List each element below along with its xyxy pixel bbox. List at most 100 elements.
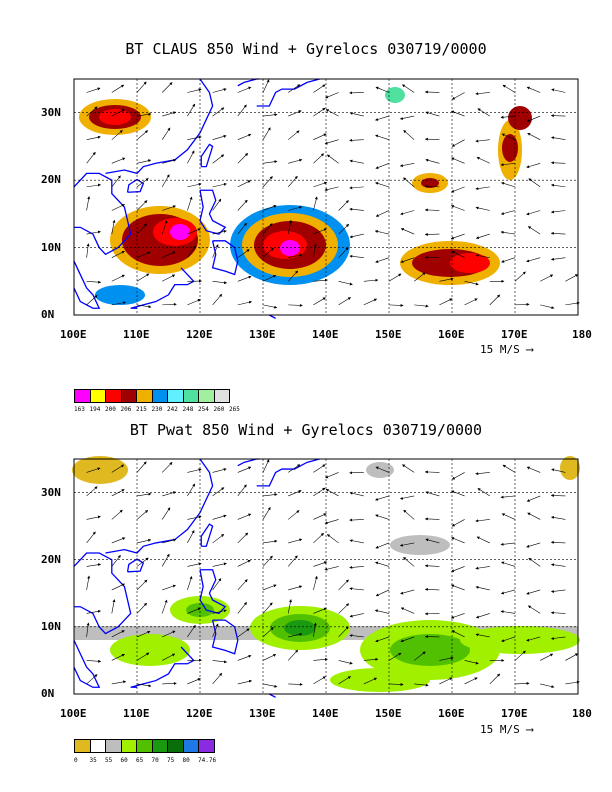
wind-vector — [451, 472, 465, 480]
x-tick-label: 150E — [375, 707, 402, 720]
coastline — [256, 78, 320, 107]
wind-vector — [237, 133, 252, 140]
wind-vector — [475, 206, 490, 211]
wind-vector — [325, 472, 339, 479]
wind-vector — [540, 274, 554, 282]
wind-vector — [325, 489, 339, 497]
wind-vector — [338, 603, 350, 614]
wind-vector — [86, 196, 91, 211]
cloud-top-region — [95, 285, 145, 305]
wind-vector — [187, 562, 202, 567]
coastline — [73, 260, 101, 309]
wind-vector — [262, 127, 271, 140]
coastline — [268, 314, 276, 319]
wind-vector — [338, 676, 351, 685]
wind-vector — [501, 636, 516, 642]
wind-vector — [528, 557, 541, 567]
coastline — [200, 523, 214, 547]
wind-vector — [111, 274, 125, 282]
x-tick-label: 130E — [249, 707, 276, 720]
wind-vector — [212, 230, 227, 235]
wind-vector — [262, 223, 273, 235]
colorbar-swatch — [120, 739, 137, 753]
cloud-top-region — [412, 173, 448, 193]
wind-vector — [86, 87, 101, 93]
wind-vector — [136, 461, 147, 473]
wind-vector — [313, 228, 327, 235]
wind-vector — [526, 257, 541, 263]
wind-vector — [313, 297, 326, 306]
wind-vector — [403, 177, 415, 188]
pwat-region — [72, 456, 128, 484]
wind-vector — [262, 247, 274, 258]
colorbar-label: 75 — [167, 757, 175, 764]
wind-vector — [161, 507, 171, 520]
wind-vector — [313, 153, 325, 164]
wind-vector — [212, 280, 228, 285]
wind-vector — [237, 199, 248, 211]
x-tick-label: 100E — [60, 707, 87, 720]
y-tick-label: 20N — [41, 552, 61, 566]
pwat-region — [270, 614, 330, 642]
coastline — [130, 267, 195, 309]
wind-vector — [162, 491, 177, 497]
wind-vector — [111, 175, 121, 188]
wind-vector — [288, 510, 300, 520]
colorbar-label: 254 — [198, 406, 209, 413]
colorbar-label: 260 — [213, 406, 225, 413]
coastline — [199, 189, 227, 235]
coastline — [126, 178, 145, 193]
wind-vector — [162, 653, 176, 661]
wind-vector — [136, 273, 150, 282]
wind-vector — [514, 650, 526, 661]
wind-vector — [162, 584, 176, 591]
wind-vector — [111, 583, 126, 591]
wind-vector — [325, 92, 339, 99]
wind-vector — [136, 159, 152, 164]
pwat-region — [366, 462, 394, 478]
wind-vector — [86, 106, 98, 117]
wind-vector — [349, 587, 364, 591]
panel2-colorbar — [74, 739, 215, 753]
wind-vector — [237, 513, 252, 520]
wind-vector — [526, 466, 541, 473]
wind-vector — [262, 493, 278, 497]
wind-vector — [212, 672, 223, 685]
wind-vector — [187, 103, 196, 117]
wind-vector — [324, 519, 339, 525]
pwat-region — [330, 668, 430, 692]
wind-vector — [388, 273, 402, 282]
x-tick-label: 150E — [375, 328, 402, 341]
wind-vector — [475, 519, 490, 523]
wind-vector — [237, 654, 252, 661]
x-tick-label: 110E — [123, 328, 150, 341]
wind-vector — [288, 205, 303, 211]
wind-vector — [424, 517, 440, 521]
colorbar-swatch — [120, 389, 137, 403]
wind-vector — [375, 466, 390, 473]
wind-vector — [161, 553, 170, 567]
panel1-colorbar — [74, 389, 230, 403]
wind-vector — [136, 112, 152, 117]
wind-vector — [237, 532, 249, 544]
wind-vector — [136, 178, 149, 188]
cloud-top-region — [502, 134, 518, 162]
wind-vector — [237, 86, 252, 93]
wind-vector — [161, 220, 168, 235]
wind-vector — [349, 634, 364, 638]
wind-vector — [86, 183, 102, 188]
wind-vector — [187, 228, 201, 235]
wind-vector — [237, 579, 248, 591]
wind-vector — [262, 555, 273, 567]
wind-vector — [212, 487, 225, 497]
wind-vector — [86, 674, 98, 685]
wind-vector — [187, 624, 196, 638]
y-tick-label: 10N — [41, 240, 61, 254]
wind-vector — [424, 90, 440, 94]
wind-vector — [403, 556, 415, 567]
wind-vector — [550, 493, 566, 497]
colorbar-label: 163 — [74, 406, 85, 413]
cloud-top-region — [230, 205, 350, 285]
wind-vector — [540, 653, 554, 661]
wind-vector — [136, 251, 151, 258]
